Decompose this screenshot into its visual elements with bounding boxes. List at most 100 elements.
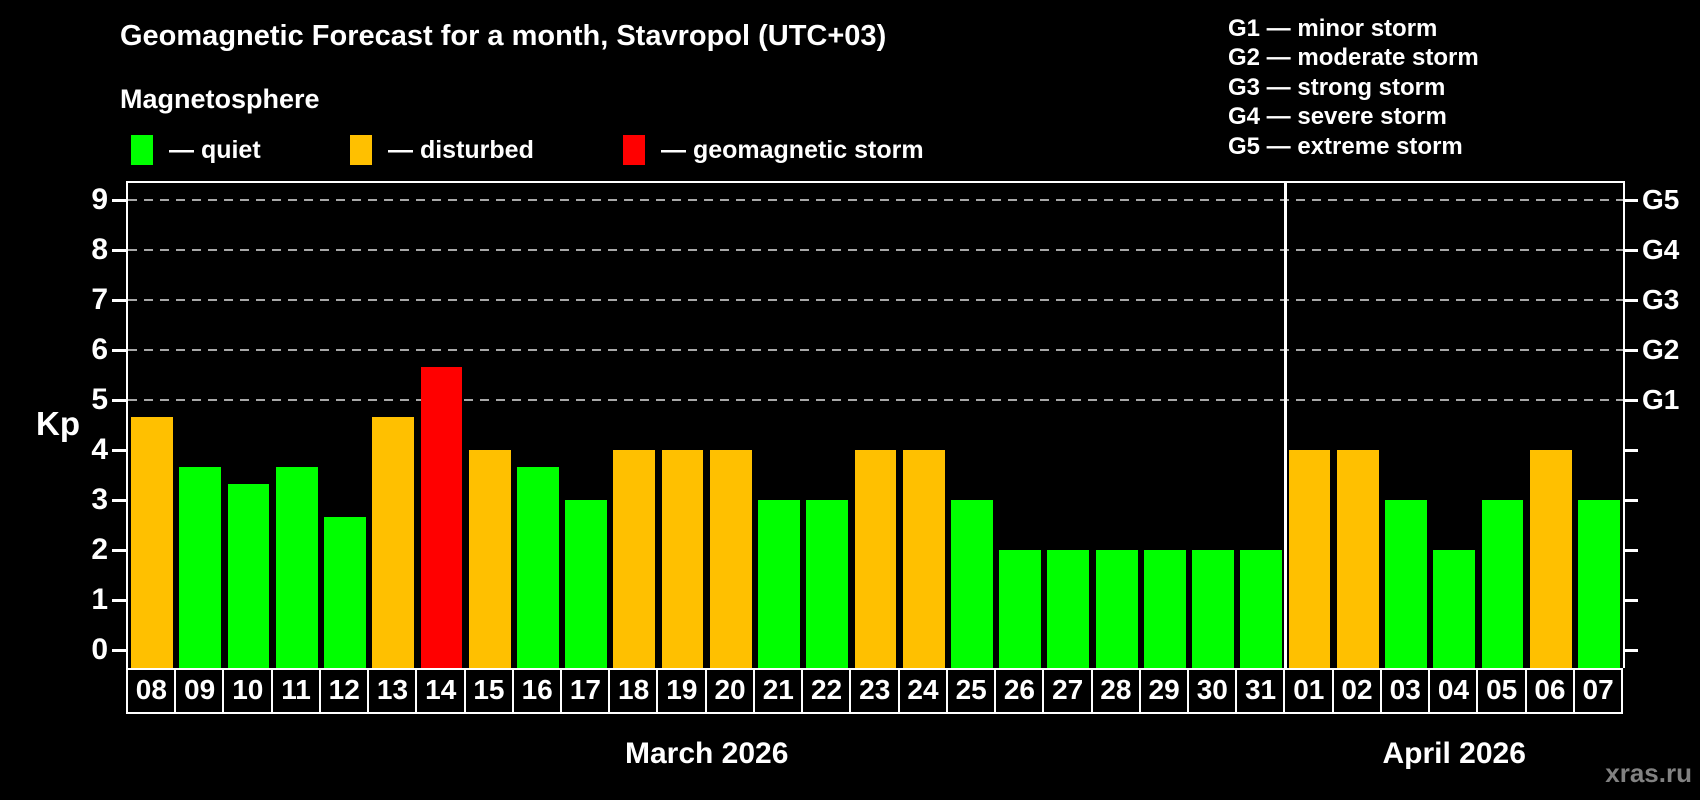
y-axis-title: Kp (36, 405, 80, 442)
kp-bar-day-10 (227, 483, 270, 668)
y-tick-label-4: 4 (91, 433, 108, 466)
y-tick-label-2: 2 (91, 533, 108, 566)
kp-bar-day-07 (1577, 500, 1620, 668)
date-cell-04: 04 (1428, 668, 1479, 714)
date-cell-09: 09 (174, 668, 225, 714)
storm-scale-line-4: G4 — severe storm (1228, 103, 1447, 131)
date-cell-16: 16 (511, 668, 563, 714)
gridline-kp7 (128, 299, 1623, 301)
date-cell-29: 29 (1138, 668, 1190, 714)
storm-scale-line-5: G5 — extreme storm (1228, 132, 1463, 160)
date-cell-17: 17 (560, 668, 611, 714)
y-tick-label-7: 7 (91, 283, 108, 316)
y-tick-label-6: 6 (91, 333, 108, 366)
month-label-2: April 2026 (1382, 737, 1526, 770)
date-cell-31: 31 (1235, 668, 1286, 714)
y-tick-right-9 (1623, 198, 1638, 202)
date-cell-22: 22 (801, 668, 852, 714)
date-cell-13: 13 (367, 668, 418, 714)
y-tick-right-4 (1623, 448, 1638, 452)
date-cell-25: 25 (945, 668, 997, 714)
gridline-kp6 (128, 349, 1623, 351)
y-tick-left-3 (112, 498, 126, 502)
legend-item-storm: — geomagnetic storm (623, 135, 924, 165)
y-tick-left-9 (112, 198, 126, 202)
kp-bar-day-20 (709, 450, 752, 668)
g-scale-label-G1: G1 (1642, 384, 1680, 415)
y-tick-label-3: 3 (91, 483, 108, 516)
quiet-color-swatch (131, 135, 153, 165)
kp-bar-day-18 (613, 450, 656, 668)
y-tick-left-8 (112, 248, 126, 252)
kp-bar-day-26 (999, 550, 1042, 668)
kp-bar-day-28 (1095, 550, 1138, 668)
kp-bar-day-23 (854, 450, 897, 668)
date-cell-21: 21 (752, 668, 804, 714)
kp-bar-day-12 (324, 516, 366, 668)
legend-label-quiet: — quiet (169, 135, 261, 164)
y-tick-left-6 (112, 348, 126, 352)
y-tick-label-9: 9 (91, 183, 108, 216)
date-cell-02: 02 (1331, 668, 1383, 714)
storm-scale-line-1: G1 — minor storm (1228, 15, 1438, 42)
date-cell-23: 23 (849, 668, 901, 714)
kp-bar-day-25 (951, 500, 993, 668)
kp-bar-day-31 (1240, 550, 1283, 668)
kp-bar-day-01 (1288, 450, 1331, 668)
storm-color-swatch (623, 135, 645, 165)
y-tick-right-1 (1623, 598, 1638, 602)
kp-bar-day-05 (1481, 500, 1524, 668)
watermark: xras.ru (1605, 758, 1692, 788)
date-cell-14: 14 (415, 668, 467, 714)
kp-bar-day-22 (806, 500, 849, 668)
y-tick-left-0 (112, 648, 126, 652)
kp-bar-day-02 (1336, 450, 1379, 668)
date-cell-10: 10 (222, 668, 274, 714)
date-cell-11: 11 (270, 668, 322, 714)
y-tick-label-8: 8 (91, 233, 108, 266)
kp-bar-day-14 (420, 366, 463, 668)
y-tick-label-0: 0 (91, 633, 108, 666)
date-cell-26: 26 (994, 668, 1045, 714)
kp-bar-day-15 (468, 450, 511, 668)
date-cell-03: 03 (1379, 668, 1431, 714)
date-cell-19: 19 (656, 668, 708, 714)
kp-bar-day-27 (1047, 550, 1090, 668)
kp-bar-day-09 (179, 466, 222, 668)
kp-bar-day-19 (661, 450, 704, 668)
disturbed-color-swatch (350, 135, 372, 165)
kp-bar-day-24 (902, 450, 945, 668)
kp-bar-day-17 (565, 500, 608, 668)
date-cell-01: 01 (1283, 668, 1335, 714)
date-cell-07: 07 (1572, 668, 1624, 714)
date-cell-20: 20 (704, 668, 756, 714)
date-cell-12: 12 (318, 668, 370, 714)
storm-scale-line-3: G3 — strong storm (1228, 73, 1446, 101)
legend-label-storm: — geomagnetic storm (661, 135, 924, 164)
date-cell-08: 08 (126, 668, 177, 714)
y-tick-left-4 (112, 448, 126, 452)
y-tick-left-1 (112, 598, 126, 602)
date-cell-24: 24 (897, 668, 949, 714)
month-label-1: March 2026 (624, 737, 789, 770)
gridline-kp5 (128, 399, 1623, 401)
date-cell-27: 27 (1042, 668, 1093, 714)
date-cell-15: 15 (463, 668, 515, 714)
kp-bar-day-30 (1192, 550, 1234, 668)
g-scale-label-G3: G3 (1642, 284, 1680, 315)
kp-bar-day-13 (372, 416, 415, 668)
y-tick-right-8 (1623, 248, 1638, 252)
date-cell-30: 30 (1186, 668, 1238, 714)
date-cell-06: 06 (1524, 668, 1576, 714)
y-tick-right-3 (1623, 498, 1638, 502)
y-tick-left-2 (112, 548, 126, 552)
kp-bar-day-16 (517, 466, 559, 668)
y-tick-label-5: 5 (91, 383, 108, 416)
kp-bar-day-11 (275, 466, 318, 668)
kp-bar-day-06 (1529, 450, 1572, 668)
month-separator (1283, 183, 1287, 668)
storm-scale-line-2: G2 — moderate storm (1228, 44, 1479, 72)
kp-bar-day-04 (1433, 550, 1476, 668)
y-tick-right-7 (1623, 298, 1638, 302)
